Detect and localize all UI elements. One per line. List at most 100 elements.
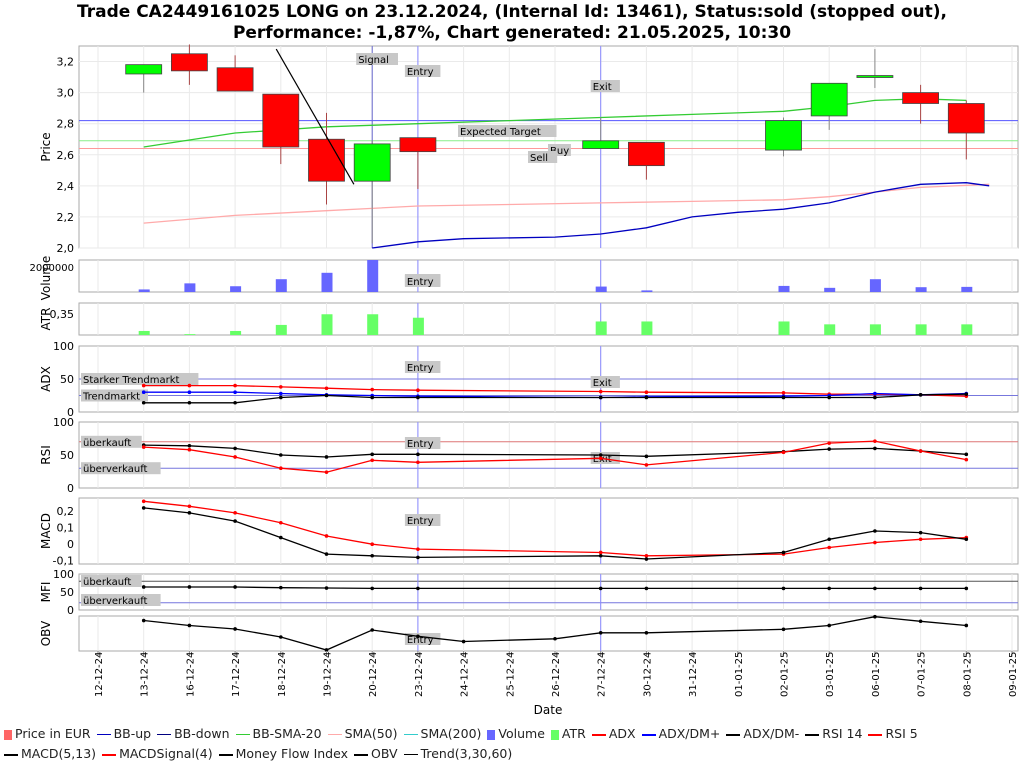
adx-dm-minus-line-point [827,395,831,400]
legend-item: Money Flow Index [218,744,348,764]
macd-signal-line-point [233,511,237,515]
mfi-tick-label: 100 [53,568,74,581]
legend-label: BB-up [113,726,152,741]
obv-line-point [187,623,192,628]
atr-bar [321,314,333,335]
adx-line-point [370,387,375,392]
legend-label: ADX [608,726,636,741]
legend-label: BB-SMA-20 [252,726,322,741]
adx-dm-minus-line-point [781,395,786,400]
rsi5-line-point [141,445,146,449]
x-axis-label: Date [534,703,563,717]
mfi-line-point [827,586,831,591]
adx-line-point [416,388,420,393]
macd-tick-label: 0,2 [57,505,75,518]
macd-tick-label: 0 [67,538,74,551]
x-tick-label: 17-12-24 [231,652,242,697]
candle-body [308,138,345,182]
atr-tick-label: 0,35 [50,308,75,321]
rsi5-line-point [416,460,420,465]
atr-axis-label: ATR [39,308,53,331]
atr-bar [778,321,790,335]
legend-label: RSI 14 [822,726,863,741]
x-tick-label: 13-12-24 [140,652,151,697]
legend-item: BB-SMA-20 [235,724,322,744]
legend-swatch [235,734,250,735]
mfi-line-point [644,586,649,591]
atr-bar [184,334,196,335]
candle-body [810,82,848,117]
legend-swatch [4,729,12,740]
legend-label: Price in EUR [15,726,91,741]
obv-axis-label: OBV [39,620,53,646]
macd-entry-label: Entry [407,516,434,527]
macd-line-point [370,553,375,558]
rsi5-line-point [279,466,283,471]
price-entry-label-bg [404,65,441,77]
candle-body [582,140,620,149]
price-entry-label: Entry [407,67,434,78]
rsi5-line [143,440,967,473]
volume-axis-label: Volume [39,256,53,301]
macd-signal-line [143,500,967,557]
adx-exit-label-bg [590,376,620,388]
adx-line-point [644,390,649,395]
rsi14-line-point [873,446,877,451]
volume-bar [824,287,836,292]
legend-label: ADX/DM+ [658,726,721,741]
x-tick-label: 16-12-24 [185,652,196,697]
adx-dm-minus-line-point [141,400,146,405]
rsi-exit-label: Exit [593,454,612,465]
volume-bar [275,279,287,292]
volume-bar [641,290,653,292]
rsi-over-label-bg [81,435,142,448]
atr-bar [367,314,379,335]
macd-signal-line-point [827,545,831,550]
macd-line-point [827,537,831,542]
rsi5-line-point [873,439,877,443]
chart-title-line1: Trade CA2449161025 LONG on 23.12.2024, (… [77,2,947,22]
adx-dm-minus-line-point [598,395,603,400]
atr-bar [641,321,653,335]
mfi-axis-label: MFI [39,582,53,603]
legend-swatch [327,734,342,735]
adx-dm-minus-line-point [416,395,420,400]
legend-label: MACD(5,13) [21,746,97,761]
x-tick-label: 09-01-25 [1008,652,1019,697]
legend-swatch [641,733,656,736]
obv-line-point [873,614,877,619]
candle-body [902,92,939,104]
volume-bar [367,260,379,292]
adx-tick-label: 0 [67,406,74,419]
macd-signal-line-point [279,520,283,525]
mfi-line-point [141,585,146,589]
price-tick-label: 2,4 [57,180,75,193]
macd-signal-line-point [416,547,420,551]
legend-item: SMA(50) [327,724,398,744]
legend-swatch [403,754,418,755]
atr-bar [275,324,287,335]
adx-dm-plus-line-point [279,391,283,396]
mfi-line-point [233,585,237,589]
rsi14-line-point [370,452,375,457]
rsi-entry-label: Entry [407,439,434,450]
macd-tick-label: -0,1 [53,555,74,568]
obv-line-point [553,636,557,641]
obv-line-point [644,631,649,635]
x-tick-label: 12-12-24 [94,652,105,697]
legend-label: RSI 5 [885,726,918,741]
legend-label: OBV [370,746,398,761]
price-tick-label: 2,6 [57,149,75,162]
legend-label: Volume [498,726,545,741]
obv-line-point [324,648,329,652]
candle-body [353,143,391,182]
rsi14-line-point [416,452,420,457]
legend-swatch [550,729,559,740]
candle-body [216,67,254,92]
rsi14-line-point [187,443,192,448]
legend-item: Volume [487,724,545,744]
adx-dm-minus-line-point [370,395,375,400]
volume-bar [869,279,881,292]
adx-dm-plus-line-point [141,390,146,395]
macd-line-point [644,557,649,561]
